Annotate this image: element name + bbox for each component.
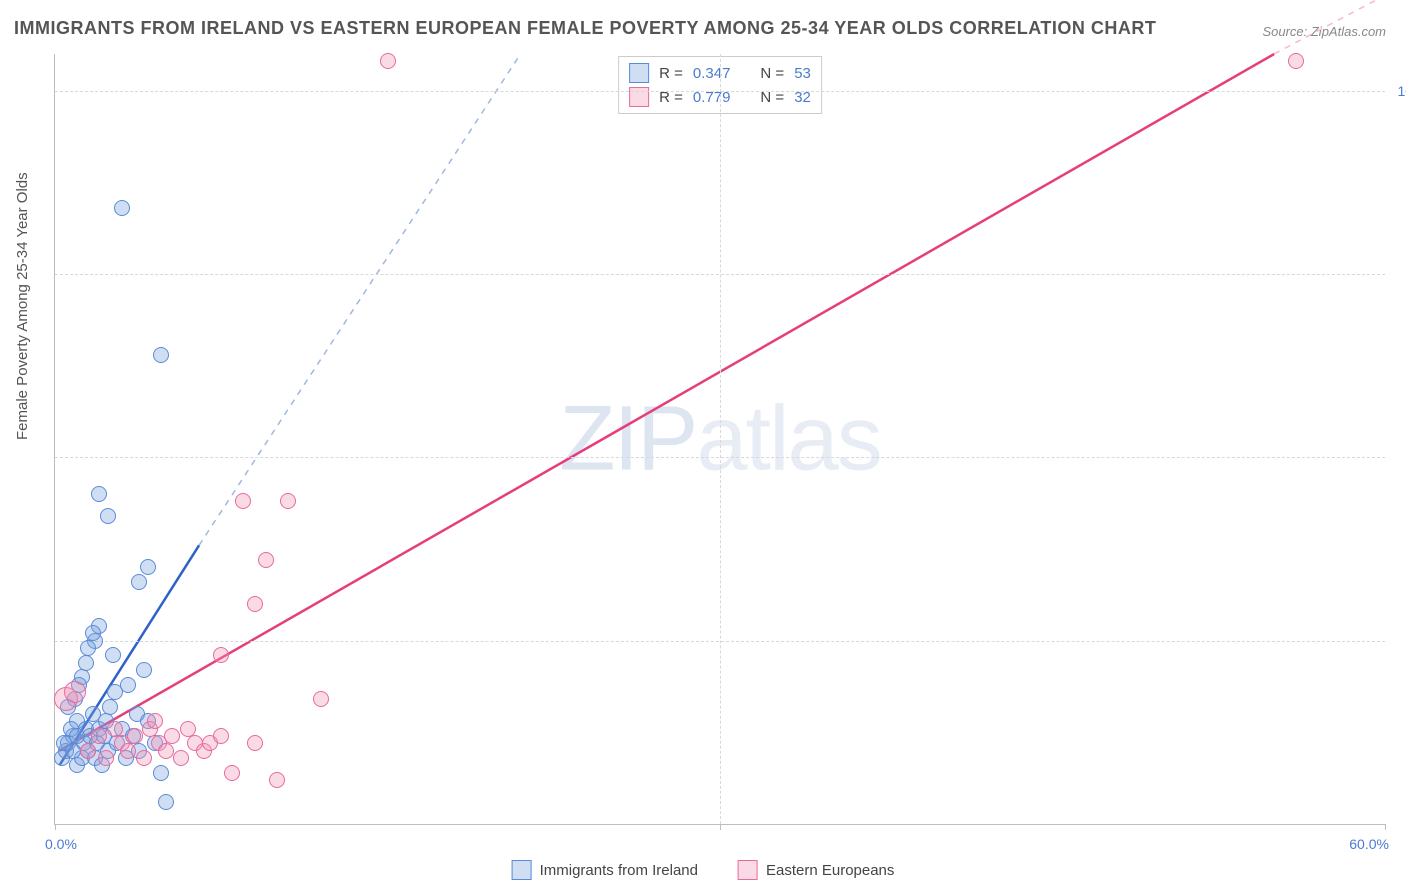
data-point-eastern_european [247,735,263,751]
data-point-eastern_european [247,596,263,612]
data-point-eastern_european [380,53,396,69]
ytick-label: 50.0% [1390,449,1406,465]
data-point-eastern_european [158,743,174,759]
data-point-ireland [69,728,85,744]
data-point-eastern_european [127,728,143,744]
data-point-eastern_european [80,743,96,759]
data-point-eastern_european [120,743,136,759]
data-point-ireland [131,574,147,590]
data-point-eastern_european [173,750,189,766]
n-label: N = [760,65,784,82]
data-point-ireland [158,794,174,810]
n-value-ireland: 53 [794,65,811,82]
swatch-blue [629,63,649,83]
data-point-eastern_european [280,493,296,509]
data-point-eastern_european [313,691,329,707]
legend-label-eastern: Eastern Europeans [766,862,894,879]
xtick [1385,824,1386,830]
data-point-eastern_european [213,647,229,663]
gridline-v [720,54,721,824]
data-point-ireland [78,655,94,671]
data-point-ireland [80,640,96,656]
chart-title: IMMIGRANTS FROM IRELAND VS EASTERN EUROP… [14,18,1156,39]
series-legend: Immigrants from Ireland Eastern European… [512,860,895,880]
data-point-ireland [100,508,116,524]
data-point-eastern_european [136,750,152,766]
data-point-ireland [85,625,101,641]
data-point-eastern_european [147,713,163,729]
data-point-ireland [105,647,121,663]
swatch-pink [738,860,758,880]
data-point-eastern_european [91,728,107,744]
swatch-blue [512,860,532,880]
data-point-eastern_european [180,721,196,737]
data-point-eastern_european [98,750,114,766]
data-point-ireland [102,699,118,715]
data-point-eastern_european [258,552,274,568]
r-value-ireland: 0.347 [693,65,731,82]
data-point-eastern_european [213,728,229,744]
legend-label-ireland: Immigrants from Ireland [540,862,698,879]
xtick [55,824,56,830]
data-point-eastern_european [235,493,251,509]
data-point-eastern_european [164,728,180,744]
data-point-ireland [65,743,81,759]
xtick-label: 60.0% [1349,836,1389,852]
legend-item-ireland: Immigrants from Ireland [512,860,698,880]
trendline-eastern_european [59,54,1274,751]
data-point-ireland [153,347,169,363]
xtick [720,824,721,830]
source-attribution: Source: ZipAtlas.com [1262,24,1386,39]
data-point-ireland [136,662,152,678]
legend-item-eastern: Eastern Europeans [738,860,894,880]
data-point-eastern_european [1288,53,1304,69]
ytick-label: 75.0% [1390,266,1406,282]
data-point-eastern_european [269,772,285,788]
watermark-atlas: atlas [696,388,880,490]
data-point-ireland [114,200,130,216]
data-point-ireland [153,765,169,781]
ytick-label: 100.0% [1390,83,1406,99]
y-axis-label: Female Poverty Among 25-34 Year Olds [14,172,31,440]
data-point-eastern_european [224,765,240,781]
data-point-ireland [140,559,156,575]
r-label: R = [659,65,683,82]
plot-area: ZIPatlas R = 0.347 N = 53 R = 0.779 N = … [54,54,1385,825]
data-point-eastern_european [64,681,86,703]
trendline-dash-ireland [199,54,520,545]
ytick-label: 25.0% [1390,633,1406,649]
data-point-ireland [120,677,136,693]
data-point-ireland [91,486,107,502]
xtick-label: 0.0% [45,836,77,852]
data-point-eastern_european [107,721,123,737]
watermark-zip: ZIP [559,388,696,490]
